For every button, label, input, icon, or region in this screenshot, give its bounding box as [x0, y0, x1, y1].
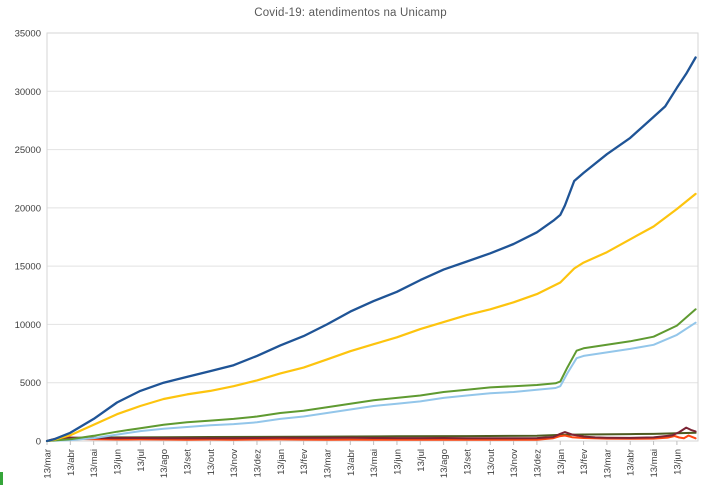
y-tick-label: 5000	[20, 378, 41, 389]
y-tick-label: 0	[36, 437, 41, 448]
series-line-orange-red	[46, 434, 697, 442]
x-tick-label: 13/ago	[159, 449, 170, 478]
x-tick-label: 13/jun	[672, 449, 683, 475]
x-tick-label: 13/ago	[439, 449, 450, 478]
series-line-light-blue	[46, 321, 697, 442]
y-tick-label: 35000	[15, 29, 41, 40]
chart-title: Covid-19: atendimentos na Unicamp	[254, 7, 447, 19]
x-tick-label: 13/jan	[556, 449, 567, 475]
x-tick-label: 13/jan	[276, 449, 287, 475]
x-tick-label: 13/abr	[346, 449, 357, 476]
x-tick-label: 13/mai	[89, 449, 100, 478]
y-tick-label: 20000	[15, 203, 41, 214]
x-tick-label: 13/mai	[649, 449, 660, 478]
x-tick-label: 13/dez	[252, 449, 263, 478]
y-tick-label: 30000	[15, 87, 41, 98]
x-tick-label: 13/fev	[299, 449, 310, 475]
y-tick-label: 25000	[15, 145, 41, 156]
x-tick-label: 13/nov	[229, 449, 240, 478]
x-tick-label: 13/mar	[43, 449, 54, 479]
x-tick-label: 13/mar	[602, 449, 613, 479]
y-tick-label: 10000	[15, 320, 41, 331]
x-tick-label: 13/jun	[112, 449, 123, 475]
x-tick-label: 13/dez	[532, 449, 543, 478]
plot-area-border	[46, 32, 699, 442]
series-line-maroon	[46, 426, 697, 442]
x-tick-label: 13/nov	[509, 449, 520, 478]
series-line-green	[46, 308, 697, 442]
y-tick-label: 15000	[15, 262, 41, 273]
x-tick-label: 13/jun	[392, 449, 403, 475]
x-tick-label: 13/abr	[626, 449, 637, 476]
x-tick-label: 13/jul	[416, 449, 427, 472]
x-tick-label: 13/abr	[66, 449, 77, 476]
x-tick-label: 13/mar	[322, 449, 333, 479]
series-line-yellow	[45, 192, 697, 443]
x-tick-label: 13/set	[462, 449, 473, 475]
x-tick-label: 13/out	[486, 449, 497, 476]
x-tick-label: 13/out	[206, 449, 217, 476]
x-tick-label: 13/jul	[136, 449, 147, 472]
left-edge-artifact	[0, 472, 3, 485]
series-line-dark-blue	[45, 56, 697, 443]
x-tick-label: 13/set	[182, 449, 193, 475]
x-tick-label: 13/mai	[369, 449, 380, 478]
x-tick-label: 13/fev	[579, 449, 590, 475]
